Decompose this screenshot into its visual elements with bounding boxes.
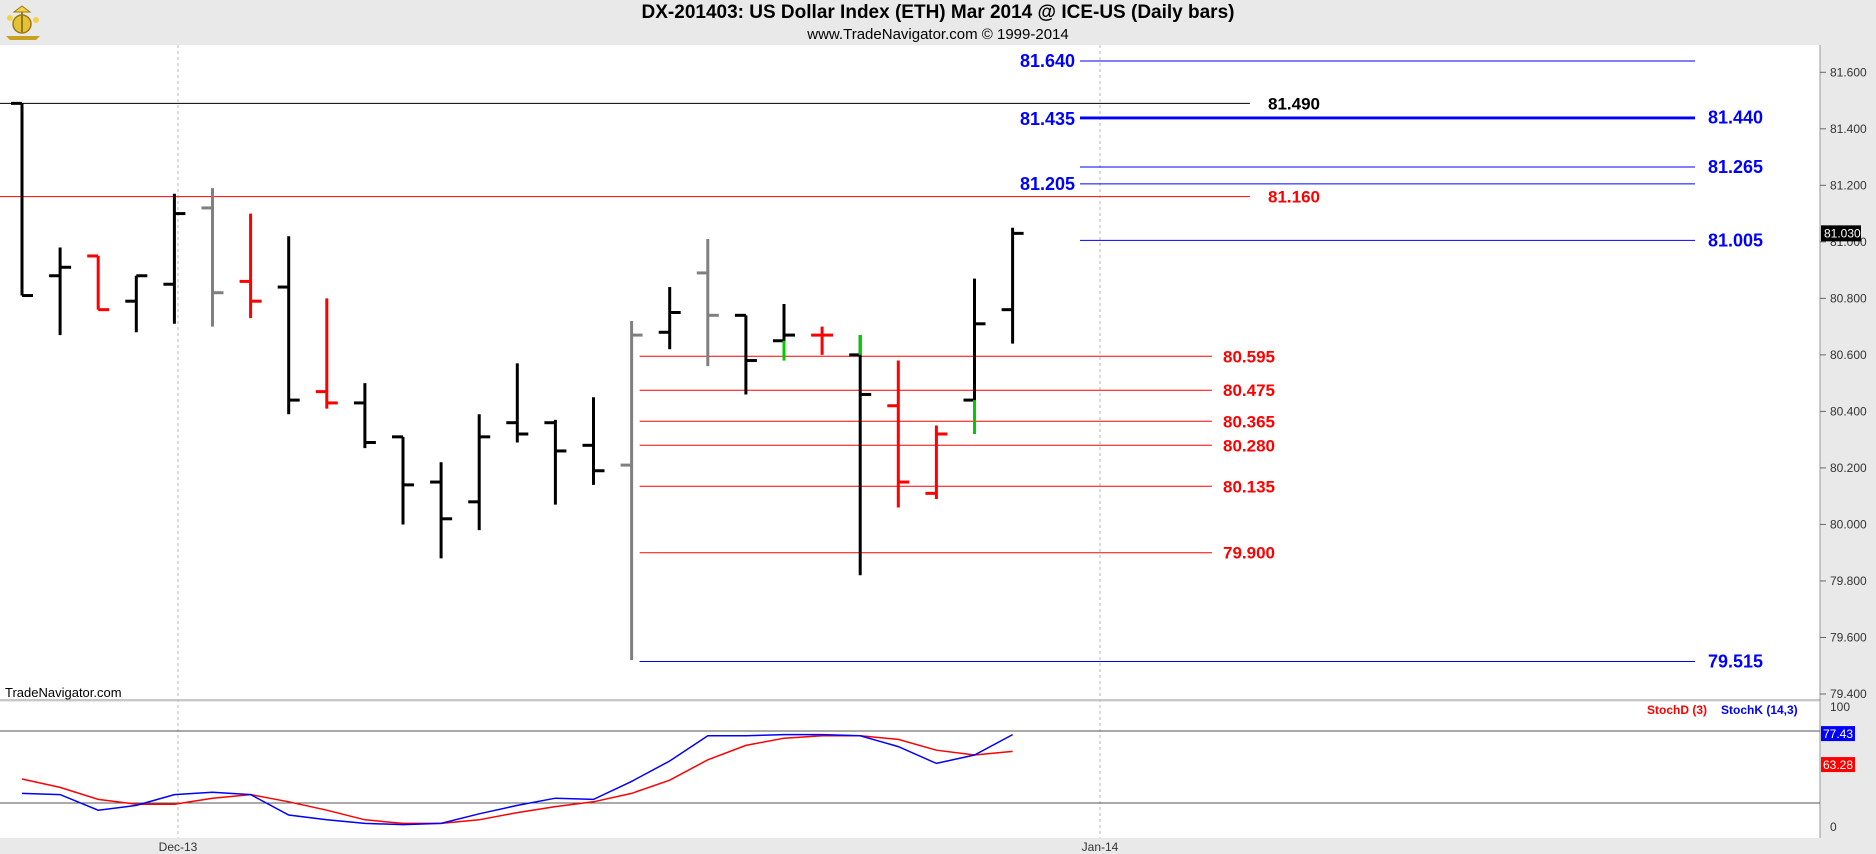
price-axis-label: 81.400 [1830,122,1867,136]
date-axis: Dec-13 Jan-14 [159,840,1119,854]
level-label: 79.515 [1708,652,1763,672]
stoch-k-value: 77.43 [1823,727,1853,741]
level-label: 81.160 [1268,188,1320,207]
price-axis-label: 80.000 [1830,517,1867,531]
chart-subtitle: www.TradeNavigator.com © 1999-2014 [807,26,1069,43]
level-label: 81.440 [1708,107,1763,127]
level-label: 81.005 [1708,230,1763,250]
stoch-plot-area [0,702,1820,838]
level-label: 80.135 [1223,477,1275,496]
trade-navigator-logo-icon [6,5,40,40]
price-axis-label: 79.800 [1830,574,1867,588]
price-axis-label: 80.800 [1830,291,1867,305]
level-label: 81.265 [1708,157,1763,177]
stoch-k-line [21,733,1013,826]
date-axis-label: Jan-14 [1082,840,1119,854]
price-axis-label: 79.600 [1830,630,1867,644]
level-lines: 81.640 81.490 81.440 81.435 81.265 81.205 81.1… [0,51,1763,672]
stoch-axis-label: 0 [1830,820,1837,834]
stoch-d-value-marker [1821,757,1855,773]
date-gridlines [177,45,1101,838]
price-axis-label: 80.600 [1830,348,1867,362]
stoch-k-value-marker [1821,726,1855,742]
price-axis-label: 79.400 [1830,687,1867,701]
stoch-axis-label: 100 [1830,700,1850,714]
level-label: 81.490 [1268,94,1320,113]
price-plot-area [0,45,1820,699]
price-axis: 79.400 79.600 79.800 80.000 80.200 80.400 80.6… [1820,65,1867,701]
level-label: 81.435 [1020,109,1075,129]
stoch-d-value: 63.28 [1823,758,1853,772]
ohlc-bars [11,101,1024,661]
stoch-k-legend: StochK (14,3) [1721,703,1798,717]
level-label: 80.475 [1223,381,1275,400]
last-price-marker [1821,225,1861,242]
level-label: 80.595 [1223,347,1275,366]
watermark: TradeNavigator.com [5,685,122,700]
price-axis-label: 80.400 [1830,404,1867,418]
date-axis-label: Dec-13 [159,840,198,854]
level-label: 81.640 [1020,51,1075,71]
last-price-label: 81.030 [1824,226,1861,240]
price-axis-label: 81.600 [1830,65,1867,79]
price-axis-label: 81.200 [1830,178,1867,192]
price-axis-label: 80.200 [1830,461,1867,475]
chart-title: DX-201403: US Dollar Index (ETH) Mar 201… [641,2,1235,23]
level-label: 80.280 [1223,436,1275,455]
stoch-d-legend: StochD (3) [1647,703,1707,717]
level-label: 80.365 [1223,412,1275,431]
level-label: 79.900 [1223,544,1275,563]
level-label: 81.205 [1020,174,1075,194]
